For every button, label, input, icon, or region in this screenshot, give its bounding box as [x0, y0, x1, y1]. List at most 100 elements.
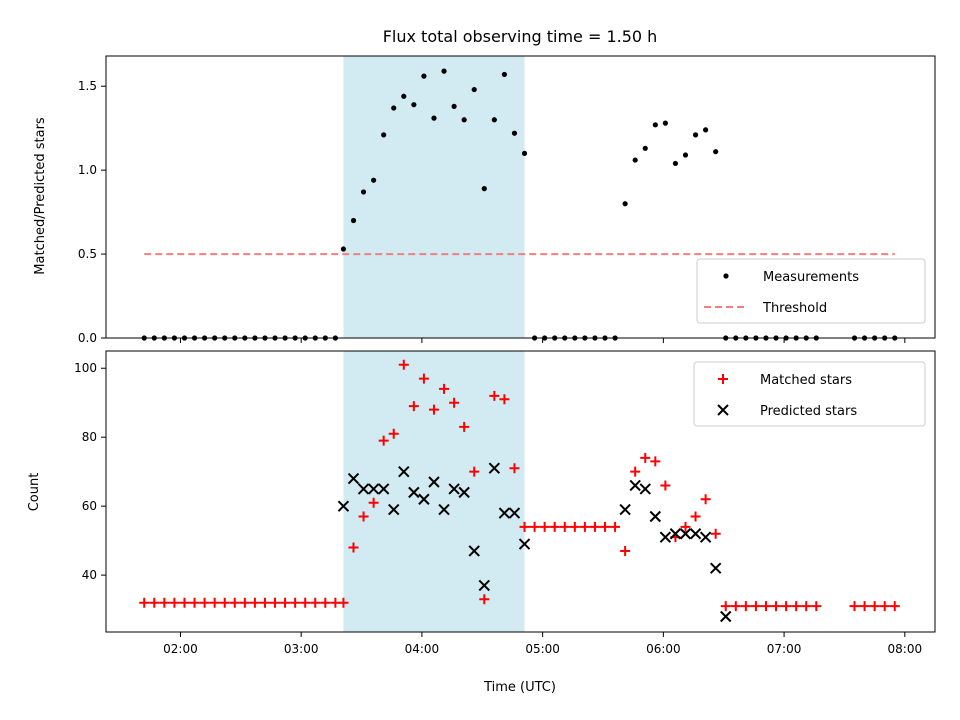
- bottom-series-matched-stars-point: [209, 597, 220, 608]
- top-series-measurements-point: [692, 132, 699, 138]
- bottom-series-predicted-stars-point: [448, 483, 460, 495]
- top-series-measurements-point: [421, 73, 427, 79]
- bottom-series-matched-stars-point: [499, 394, 510, 405]
- bottom-series-predicted-stars-point: [357, 483, 370, 495]
- top-series-measurements-point: [682, 152, 689, 158]
- bottom-series-predicted-stars-point: [377, 483, 390, 495]
- bottom-series-predicted-stars-point: [468, 545, 480, 557]
- bottom-series-matched-stars-point: [300, 597, 311, 608]
- bottom-series-matched-stars-point: [358, 511, 369, 522]
- bottom-series-predicted-stars-point: [408, 486, 420, 499]
- top-series-measurements-point: [340, 246, 347, 252]
- bottom-series-matched-stars-point: [859, 601, 870, 612]
- bottom-series-matched-stars-point: [428, 404, 439, 415]
- bottom-y-axis-label: Count: [27, 473, 42, 512]
- top-series-measurements-point: [622, 201, 628, 207]
- top-series-measurements-point: [401, 93, 407, 99]
- bottom-series-matched-stars-point: [869, 601, 880, 612]
- bottom-series-matched-stars-point: [348, 542, 359, 553]
- top-series-measurements-point: [481, 186, 487, 192]
- bottom-series-matched-stars-point: [700, 494, 711, 505]
- bottom-series-predicted-stars-point: [508, 507, 521, 519]
- top-series-measurements-point: [451, 103, 457, 109]
- bottom-series-matched-stars-point: [559, 521, 570, 532]
- bottom-series-matched-stars-point: [690, 511, 701, 522]
- top-series-measurements-point: [350, 217, 357, 224]
- bottom-series-matched-stars-point: [710, 528, 721, 539]
- bottom-series-matched-stars-point: [149, 597, 160, 608]
- bottom-series-matched-stars-point: [529, 521, 540, 532]
- bottom-series-matched-stars-point: [549, 521, 560, 532]
- top-series-measurements-point: [511, 130, 518, 136]
- top-series-measurements-point: [491, 117, 497, 123]
- bottom-series-predicted-stars-point: [689, 528, 702, 540]
- bottom-y-tick-label: 80: [82, 430, 97, 444]
- x-axis-label: Time (UTC): [483, 680, 556, 695]
- bottom-series-matched-stars-point: [219, 597, 230, 608]
- bottom-series-predicted-stars-point: [649, 510, 662, 523]
- top-axes-frame: [105, 55, 936, 339]
- bottom-series-matched-stars-point: [579, 521, 590, 532]
- top-series-measurements-point: [411, 102, 417, 108]
- top-series-measurements-point: [391, 105, 397, 111]
- bottom-series-matched-stars-point: [249, 597, 260, 608]
- top-series-measurements-point: [672, 160, 679, 167]
- bottom-legend-label: Matched stars: [760, 373, 852, 388]
- top-legend-label: Threshold: [762, 301, 827, 316]
- top-legend-label: Measurements: [763, 270, 859, 285]
- bottom-series-predicted-stars-point: [367, 483, 380, 495]
- bottom-series-matched-stars-point: [620, 545, 631, 556]
- bottom-series-matched-stars-point: [760, 601, 771, 612]
- top-series-measurements-point: [371, 177, 377, 183]
- top-highlight-span: [343, 56, 525, 338]
- bottom-series-matched-stars-point: [519, 521, 530, 532]
- bottom-series-matched-stars-point: [849, 601, 860, 612]
- top-y-axis-label: Matched/Predicted stars: [33, 117, 48, 275]
- bottom-series-matched-stars-point: [539, 521, 550, 532]
- bottom-x-tick-label: 08:00: [888, 642, 923, 656]
- bottom-series-matched-stars-point: [259, 597, 270, 608]
- bottom-y-tick-label: 60: [82, 499, 97, 513]
- bottom-series-matched-stars-point: [290, 597, 301, 608]
- bottom-series-matched-stars-point: [320, 597, 331, 608]
- bottom-series-matched-stars-point: [630, 466, 641, 477]
- bottom-series-matched-stars-point: [189, 597, 200, 608]
- top-series-measurements-point: [381, 132, 387, 138]
- bottom-series-predicted-stars-point: [438, 503, 450, 516]
- bottom-series-predicted-stars-point: [488, 462, 501, 474]
- bottom-axes-frame: [105, 350, 936, 633]
- top-y-tick-label: 1.5: [78, 79, 97, 93]
- top-series-measurements-point: [703, 127, 709, 133]
- bottom-series-matched-stars-point: [469, 466, 480, 477]
- bottom-series-matched-stars-point: [418, 373, 429, 384]
- top-series-measurements-point: [642, 145, 648, 151]
- bottom-x-tick-label: 05:00: [525, 642, 560, 656]
- bottom-series-matched-stars-point: [229, 597, 240, 608]
- bottom-legend-label: Predicted stars: [760, 404, 857, 419]
- bottom-x-tick-label: 03:00: [284, 642, 319, 656]
- bottom-series-matched-stars-point: [730, 601, 741, 612]
- bottom-series-matched-stars-point: [169, 597, 180, 608]
- bottom-series-matched-stars-point: [589, 521, 600, 532]
- bottom-x-tick-label: 02:00: [163, 642, 198, 656]
- top-series-measurements-point: [441, 68, 447, 74]
- bottom-series-matched-stars-point: [270, 597, 281, 608]
- bottom-x-tick-label: 07:00: [767, 642, 802, 656]
- bottom-series-predicted-stars-point: [709, 562, 722, 574]
- bottom-series-matched-stars-point: [310, 597, 321, 608]
- top-legend-marker: [723, 273, 729, 279]
- bottom-series-predicted-stars-point: [639, 483, 651, 495]
- bottom-series-predicted-stars-point: [428, 476, 440, 488]
- bottom-legend-marker: [717, 404, 729, 416]
- bottom-series-matched-stars-point: [449, 397, 460, 408]
- bottom-series-matched-stars-point: [139, 597, 150, 608]
- bottom-series-matched-stars-point: [459, 421, 470, 432]
- bottom-series-matched-stars-point: [680, 521, 691, 532]
- bottom-series-matched-stars-point: [479, 594, 490, 605]
- bottom-series-predicted-stars-point: [720, 610, 732, 623]
- bottom-series-predicted-stars-point: [347, 472, 360, 485]
- bottom-series-matched-stars-point: [889, 601, 900, 612]
- bottom-series-matched-stars-point: [750, 601, 761, 612]
- bottom-series-predicted-stars-point: [478, 579, 490, 592]
